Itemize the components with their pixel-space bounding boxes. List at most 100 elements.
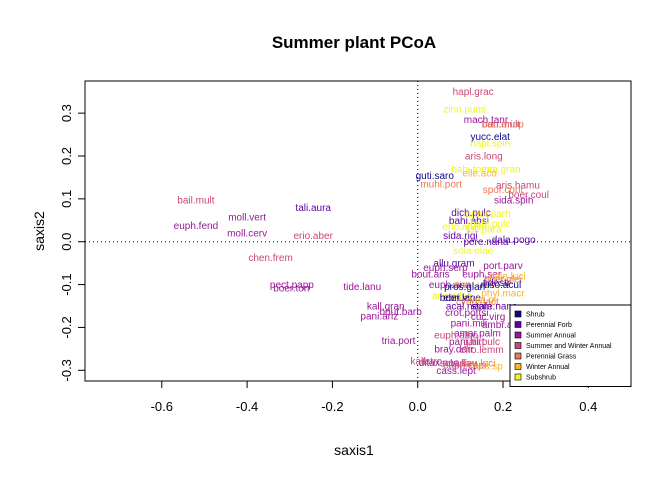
legend-swatch: [514, 342, 522, 349]
point-label: euph.capi: [443, 361, 486, 372]
point-label: bahi.absi: [449, 216, 489, 227]
x-axis-label: saxis1: [334, 442, 374, 458]
point-label: dala.pogo: [492, 235, 536, 246]
point-label: dale.luci: [489, 272, 526, 283]
point-label: chen.frem: [248, 253, 292, 264]
point-label: zinn.pumi: [443, 104, 486, 115]
point-label: hapl.spin: [470, 139, 510, 150]
reference-lines: [85, 81, 631, 381]
point-label: stale.nana: [471, 302, 518, 313]
y-tick-label: 0.3: [59, 104, 74, 122]
y-axis-label: saxis2: [31, 211, 47, 251]
point-label: bahi.pulc: [470, 219, 510, 230]
point-label: tidestr: [483, 278, 511, 289]
point-label: dicu.luci: [459, 359, 495, 370]
point-label: aris.adsc: [432, 291, 472, 302]
point-label: pere.nana: [463, 237, 508, 248]
point-label: bout.aris: [411, 269, 449, 280]
x-tick-label: 0.4: [579, 399, 597, 414]
point-labels: hapl.grac zinn.pumimach.tanrban.multbou.e…: [174, 87, 549, 377]
point-label: boer.torr: [273, 284, 311, 295]
point-label: boer.glei: [484, 275, 522, 286]
y-tick-label: -0.2: [59, 316, 74, 338]
point-label: euph.albo: [434, 331, 478, 342]
point-label: bray.dorr: [434, 344, 474, 355]
point-label: euph.ser: [462, 269, 502, 280]
point-label: allu.gram: [433, 259, 474, 270]
point-label: ebri.vir: [443, 293, 474, 304]
legend-entry: Winter Annual: [526, 364, 570, 371]
point-label: erio.lemm: [460, 345, 504, 356]
point-label: chia.pl: [467, 295, 496, 306]
point-label: bahi.tomo: [451, 164, 495, 175]
point-label: spor.cont: [483, 185, 524, 196]
point-label: boer.coul: [508, 190, 549, 201]
x-tick-label: -0.6: [151, 399, 173, 414]
point-label: amor.parh: [466, 209, 511, 220]
x-tick-label: -0.4: [236, 399, 258, 414]
legend-entry: Summer and Winter Annual: [526, 343, 612, 350]
point-label: ruso.acul: [481, 280, 522, 291]
legend-swatch: [514, 331, 522, 339]
y-tick-label: 0.2: [59, 147, 74, 165]
point-label: erio.aber: [293, 231, 333, 242]
point-label: ambr.acan: [482, 320, 529, 331]
y-tick-label: -0.1: [59, 273, 74, 295]
point-label: eria.gran: [481, 164, 520, 175]
point-label: port.parv: [483, 261, 522, 272]
chart-title: Summer plant PCoA: [272, 33, 436, 52]
point-label: pros.glan: [444, 282, 485, 293]
point-label: kall.gran: [367, 302, 405, 313]
point-label: euph.serp: [423, 263, 468, 274]
x-tick-label: 0.2: [494, 399, 512, 414]
legend-swatch: [514, 363, 522, 370]
point-label: sida.spin: [494, 196, 533, 207]
point-label: pect.papp: [270, 280, 314, 291]
point-label: tria.port: [382, 336, 416, 347]
point-label: ban.mult: [482, 119, 521, 130]
point-label: guti.saro: [416, 171, 455, 182]
legend-box: [509, 304, 632, 387]
legend: Shrub Perennial Forb Summer Annual Summer a…: [509, 304, 632, 387]
point-label: acal.neom: [446, 302, 492, 313]
point-label: hapl.grac: [453, 87, 494, 98]
point-label: elle.aco: [462, 169, 497, 180]
x-tick-label: 0.0: [409, 399, 427, 414]
point-label: bail.mult: [177, 196, 214, 207]
point-label: bou.eriop: [482, 119, 524, 130]
point-label: kallstro: [410, 356, 442, 367]
legend-entry: Summer Annual: [526, 333, 576, 340]
point-label: sida.rigi: [443, 231, 477, 242]
point-label: tali.aura: [295, 203, 331, 214]
point-label: aris.hamu: [496, 181, 540, 192]
legend-entry: Shrub: [526, 312, 545, 319]
point-label: muhl.port: [420, 179, 462, 190]
legend-swatch: [514, 352, 522, 360]
point-label: cass.lept: [436, 366, 476, 377]
legend-entry: Subshrub: [526, 375, 556, 382]
point-label: cuc.virg: [471, 312, 505, 323]
y-tick-label: -0.3: [59, 359, 74, 381]
legend-swatch: [514, 310, 522, 318]
point-label: euph.fend: [174, 221, 219, 232]
point-label: yucc.elat: [471, 132, 511, 143]
point-label: dich.pulc: [451, 208, 490, 219]
legend-swatch: [514, 321, 522, 328]
point-label: mont.vert: [452, 280, 494, 291]
y-tick-label: 0.0: [59, 233, 74, 251]
point-label: pani.ariz: [360, 311, 398, 322]
point-label: tide.lanu: [343, 282, 381, 293]
point-label: mach.tanr: [464, 115, 509, 126]
point-label: aris.sp: [473, 362, 503, 373]
point-label: pani.hirt: [449, 337, 485, 348]
point-label: cynd.dact: [456, 297, 499, 308]
point-label: sola.flav: [440, 359, 477, 370]
legend-entry: Perennial Grass: [526, 354, 577, 361]
point-label: pani.mili: [451, 319, 488, 330]
point-label: gail.pulc: [463, 337, 500, 348]
point-label: fall.para: [466, 224, 502, 235]
point-label: ditax.neo: [419, 358, 460, 369]
y-axis: -0.3 -0.2 -0.1 0.0 0.1 0.2 0.3: [59, 104, 86, 381]
point-label: aris.long: [465, 152, 503, 163]
point-label: amar.palm: [454, 329, 501, 340]
